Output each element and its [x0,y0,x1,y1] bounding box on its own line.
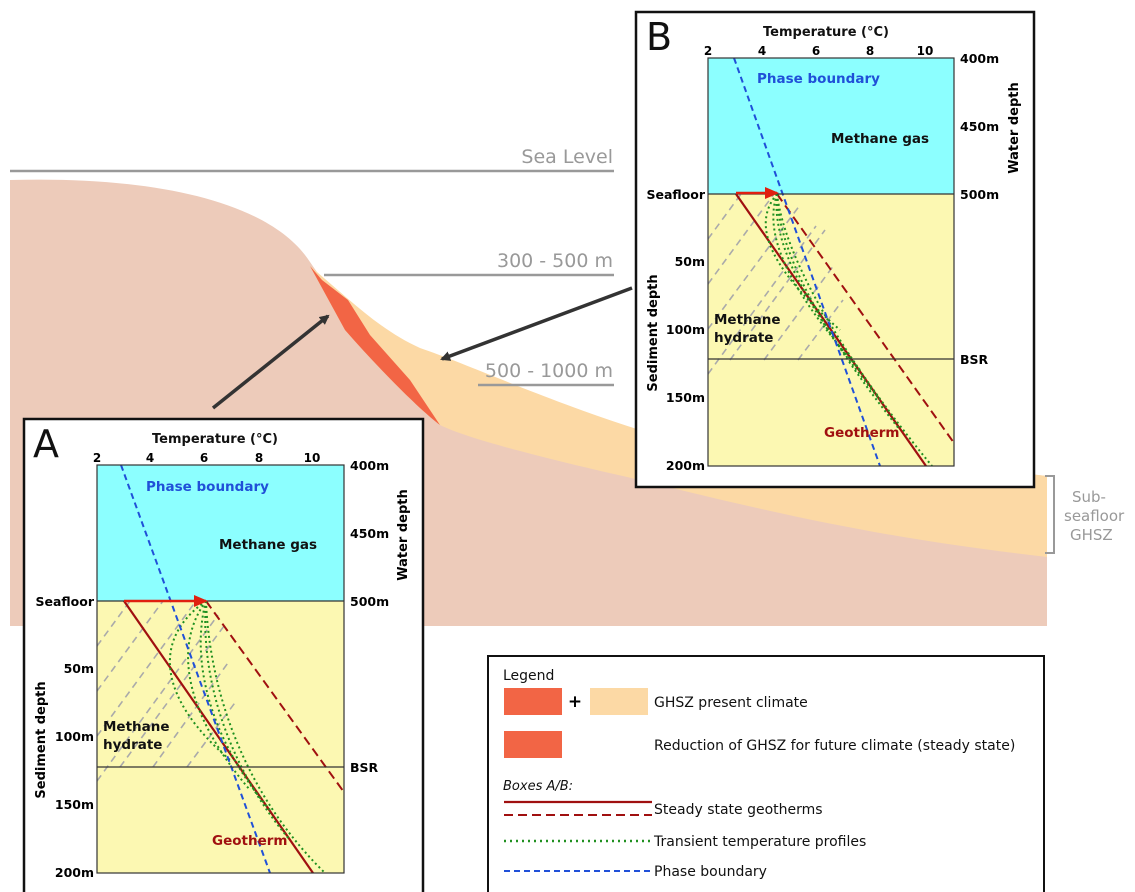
box-b-transient-profiles [764,193,933,466]
depth-label-300-500: 300 - 500 m [497,250,613,272]
legend-present-label: GHSZ present climate [654,695,808,711]
box-b-sed-tick-150: 150m [666,390,705,405]
box-a-water-tick-400: 400m [350,458,389,473]
box-a-water-column [97,465,344,601]
box-b-geotherm-future [776,193,954,444]
box-b-phase-boundary [733,58,881,466]
box-b-plot-frame [707,57,955,467]
box-a-sed-tick-150: 150m [55,797,94,812]
box-b-water-column [708,58,954,194]
arrow-to-box-a [211,314,330,410]
bracket-label-2: seafloor [1064,507,1125,525]
legend-swatch-ghsz [590,688,648,715]
box-a-methane-gas-label: Methane gas [219,537,317,553]
box-a-methane-hydrate-label-1: Methane [103,719,170,735]
bracket-label-3: GHSZ [1070,526,1113,544]
box-b-tick-10: 10 [917,44,934,58]
box-b-water-tick-500: 500m [960,187,999,202]
box-a-sed-tick-50: 50m [64,661,94,676]
box-a-tick-6: 6 [200,451,208,465]
depth-label-500-1000: 500 - 1000 m [485,360,613,382]
box-a-geotherm-present [123,600,314,873]
box-b-tick-2: 2 [704,44,712,58]
box-a-transient-profiles [169,600,326,873]
box-b-methane-gas-label: Methane gas [831,131,929,147]
box-a-phase-boundary-label: Phase boundary [146,479,269,495]
box-a-phase-boundary [120,465,271,873]
arrow-to-box-b [440,286,633,361]
box-b-geotherm-label: Geotherm [824,425,899,441]
box-a-geotherm-future [205,600,344,794]
box-b-water-tick-450: 450m [960,119,999,134]
legend: Legend + GHSZ present climate Reduction … [487,655,1045,892]
box-b-phase-boundary-label: Phase boundary [757,71,880,87]
box-b-sed-axis-label: Sediment depth [646,274,661,391]
box-a-plot-frame [96,464,345,874]
box-a-sed-axis-label: Sediment depth [34,681,49,798]
box-a-hydrate-hatch [97,600,238,782]
box-b-water-axis-label: Water depth [1007,82,1022,174]
legend-swatch-reduction-a [504,688,562,715]
legend-reduction-label: Reduction of GHSZ for future climate (st… [654,738,1015,754]
box-a-sed-tick-200: 200m [55,865,94,880]
box-b-tick-4: 4 [758,44,766,58]
bracket-label-1: Sub- [1072,488,1106,506]
ghsz-bracket [1045,475,1055,554]
box-a-water-tick-450: 450m [350,526,389,541]
legend-steady-label: Steady state geotherms [654,802,823,818]
box-a-sediment [97,601,344,873]
box-a-bsr-label: BSR [350,760,379,775]
box-b-methane-hydrate-label-2: hydrate [714,330,773,346]
box-a: A Temperature (°C) 2 4 6 8 10 [22,417,425,892]
box-a-tick-8: 8 [255,451,263,465]
box-b-sed-tick-100: 100m [666,322,705,337]
box-a-water-axis-label: Water depth [396,489,411,581]
box-b-hydrate-hatch [708,193,844,375]
box-b-tick-8: 8 [866,44,874,58]
box-a-axis-title: Temperature (°C) [152,432,278,447]
legend-frame [487,655,1045,892]
box-b-letter: B [646,15,672,59]
box-a-plot-lines [97,465,344,873]
sea-level-label: Sea Level [521,146,613,168]
box-b-axis-title: Temperature (°C) [763,25,889,40]
box-b-bsr-label: BSR [960,352,989,367]
legend-transient-label: Transient temperature profiles [653,834,866,850]
legend-plus: + [568,692,582,712]
box-a-tick-2: 2 [93,451,101,465]
ghsz-reduction-zone [310,266,440,425]
box-b: B Temperature (°C) 2 4 6 8 10 [634,10,1036,489]
box-a-water-tick-500: 500m [350,594,389,609]
box-a-tick-10: 10 [304,451,321,465]
box-b-tick-6: 6 [812,44,820,58]
box-a-tick-4: 4 [146,451,154,465]
box-b-plot-lines [708,58,954,466]
box-a-methane-hydrate-label-2: hydrate [103,737,162,753]
box-b-water-tick-400: 400m [960,51,999,66]
box-b-seafloor-label: Seafloor [646,187,705,202]
box-a-sed-tick-100: 100m [55,729,94,744]
legend-phase-label: Phase boundary [654,864,767,880]
box-b-geotherm-present [735,193,927,466]
box-a-geotherm-label: Geotherm [212,833,287,849]
legend-boxes-title: Boxes A/B: [503,779,573,794]
legend-swatch-reduction-b [504,731,562,758]
box-b-sed-tick-200: 200m [666,458,705,473]
box-a-letter: A [33,422,59,466]
legend-title: Legend [503,668,554,684]
box-a-seafloor-label: Seafloor [35,594,94,609]
box-b-methane-hydrate-label-1: Methane [714,312,781,328]
box-b-sed-tick-50: 50m [675,254,705,269]
